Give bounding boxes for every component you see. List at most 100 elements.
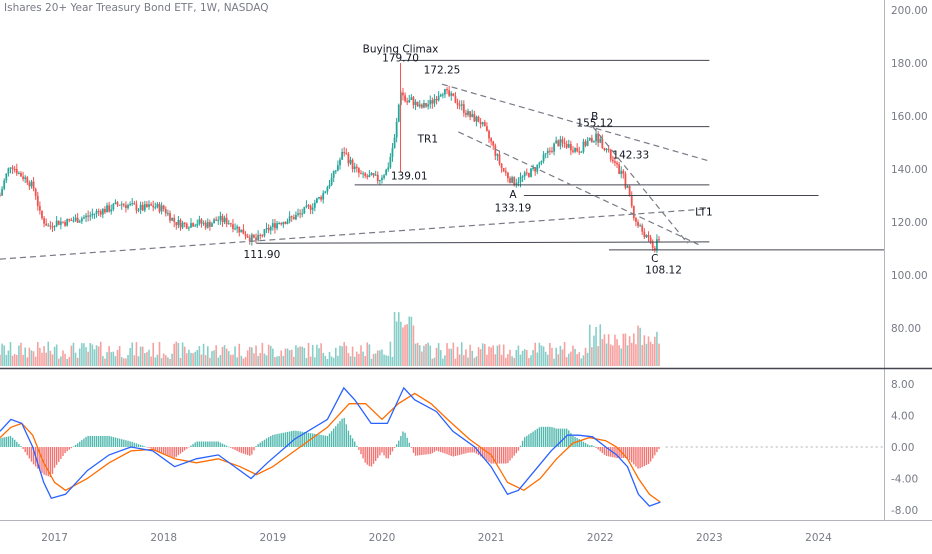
volume-bar bbox=[160, 358, 163, 366]
candle-body bbox=[538, 162, 541, 165]
candle-body bbox=[446, 89, 448, 91]
volume-bar bbox=[135, 342, 138, 366]
volume-bar bbox=[284, 348, 287, 366]
macd-histogram-bar bbox=[0, 438, 1, 447]
candle-body bbox=[177, 219, 180, 226]
macd-histogram-bar bbox=[515, 447, 517, 454]
candle-body bbox=[259, 234, 262, 236]
trendline-dashed bbox=[592, 126, 689, 244]
macd-histogram-bar bbox=[421, 447, 423, 455]
macd-histogram-bar bbox=[328, 433, 331, 447]
volume-bar bbox=[521, 350, 524, 366]
candle-body bbox=[263, 228, 266, 236]
macd-histogram-bar bbox=[221, 443, 224, 447]
volume-bar bbox=[532, 349, 534, 366]
candle-body bbox=[313, 202, 316, 208]
candle-body bbox=[167, 213, 169, 215]
price-annotation: TR1 bbox=[417, 134, 438, 146]
macd-histogram-bar bbox=[32, 447, 35, 465]
volume-bar bbox=[427, 342, 429, 366]
macd-histogram-bar bbox=[475, 447, 478, 454]
volume-bar bbox=[68, 357, 71, 366]
macd-histogram-bar bbox=[484, 447, 486, 460]
candle-body bbox=[588, 137, 591, 141]
volume-bar bbox=[647, 336, 650, 366]
candle-body bbox=[427, 104, 430, 107]
volume-bar bbox=[397, 312, 400, 366]
volume-bar bbox=[234, 346, 236, 366]
candle-body bbox=[213, 219, 215, 224]
candle-body bbox=[530, 168, 532, 177]
macd-histogram-bar bbox=[223, 444, 226, 447]
macd-histogram-bar bbox=[238, 447, 240, 453]
volume-bar bbox=[64, 353, 66, 366]
volume-bar bbox=[591, 347, 593, 366]
candle-body bbox=[389, 156, 392, 168]
macd-histogram-bar bbox=[127, 440, 129, 447]
macd-histogram-bar bbox=[568, 430, 570, 447]
volume-bar bbox=[492, 345, 495, 366]
macd-histogram-bar bbox=[186, 447, 188, 449]
volume-bar bbox=[202, 343, 205, 366]
volume-bar bbox=[641, 345, 644, 366]
macd-histogram-bar bbox=[121, 439, 123, 447]
candle-body bbox=[108, 205, 111, 212]
volume-bar bbox=[169, 358, 171, 366]
candle-body bbox=[55, 220, 58, 227]
macd-histogram-bar bbox=[316, 434, 318, 447]
volume-bar bbox=[391, 356, 394, 366]
volume-bar bbox=[244, 356, 247, 366]
macd-tick-label: 0.00 bbox=[891, 442, 914, 454]
volume-bar bbox=[616, 339, 618, 366]
volume-bar bbox=[450, 348, 453, 366]
volume-bar bbox=[286, 348, 289, 366]
candle-body bbox=[307, 205, 310, 207]
volume-bar bbox=[469, 344, 471, 366]
volume-bar bbox=[318, 348, 320, 366]
candle-body bbox=[34, 188, 37, 196]
candle-body bbox=[198, 219, 201, 224]
candle-body bbox=[540, 160, 543, 163]
macd-histogram-bar bbox=[22, 447, 24, 449]
candle-body bbox=[473, 113, 476, 122]
macd-histogram-bar bbox=[362, 447, 364, 459]
volume-bar bbox=[152, 342, 155, 366]
volume-bar bbox=[47, 341, 50, 366]
volume-bar bbox=[555, 347, 557, 366]
volume-bar bbox=[400, 321, 402, 366]
volume-bar bbox=[362, 351, 364, 366]
volume-bar bbox=[303, 347, 306, 366]
volume-bar bbox=[255, 345, 257, 366]
volume-bar bbox=[173, 343, 175, 366]
volume-bar bbox=[586, 352, 589, 366]
macd-histogram-bar bbox=[70, 447, 73, 449]
candle-body bbox=[305, 205, 308, 207]
price-tick-label: 80.00 bbox=[891, 323, 921, 335]
macd-histogram-bar bbox=[351, 438, 354, 447]
candle-body bbox=[450, 93, 453, 96]
volume-bar bbox=[630, 342, 633, 366]
candle-body bbox=[271, 223, 274, 227]
volume-bar bbox=[507, 354, 509, 366]
candle-body bbox=[215, 219, 218, 221]
macd-histogram-bar bbox=[500, 447, 503, 464]
candle-body bbox=[504, 171, 507, 173]
volume-bar bbox=[446, 343, 448, 366]
macd-tick-label: -8.00 bbox=[891, 505, 918, 517]
macd-histogram-bar bbox=[139, 444, 142, 447]
macd-histogram-bar bbox=[246, 447, 249, 456]
candle-body bbox=[492, 141, 495, 146]
macd-histogram-bar bbox=[322, 435, 324, 447]
volume-bar bbox=[614, 334, 616, 366]
macd-histogram-bar bbox=[658, 447, 660, 449]
candle-body bbox=[284, 222, 287, 224]
candle-body bbox=[99, 211, 102, 215]
candle-body bbox=[616, 162, 618, 165]
candle-body bbox=[38, 206, 41, 211]
volume-bar bbox=[34, 356, 37, 366]
volume-bar bbox=[127, 354, 129, 366]
volume-bar bbox=[565, 357, 568, 366]
volume-bar bbox=[223, 345, 226, 366]
macd-histogram-bar bbox=[486, 447, 488, 461]
volume-bar bbox=[402, 327, 404, 366]
